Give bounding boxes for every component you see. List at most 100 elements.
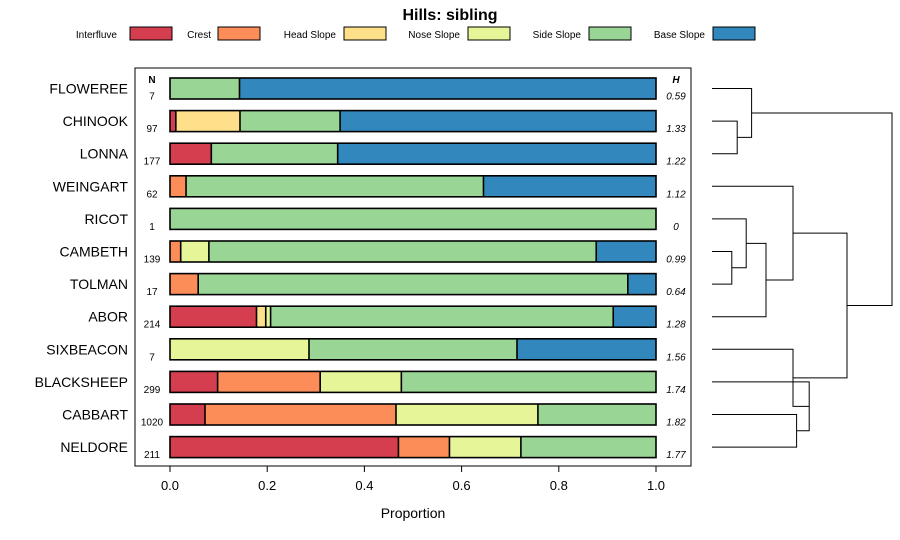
n-value: 299 [144,385,161,396]
row-label: RICOT [84,211,128,227]
bar-segment-head-slope [256,306,266,328]
bar-outline [169,175,657,198]
h-value: 1.22 [666,157,686,168]
n-value: 7 [149,92,155,103]
row-label: NELDORE [60,439,128,455]
bar-segment-nose-slope [180,241,209,262]
bar-segment-base-slope [596,241,656,262]
n-value: 97 [146,124,158,135]
h-value: 1.74 [666,385,686,396]
h-value: 1.77 [666,450,686,461]
row-neldore: NELDORE 211 1.77 [60,435,686,461]
row-label: FLOWEREE [49,81,128,97]
x-axis: 0.0 0.2 0.4 0.6 0.8 1.0 [161,466,665,493]
bar-segment-interfluve [170,110,176,132]
row-tolman: TOLMAN 17 0.64 [70,272,686,298]
h-value: 1.82 [666,418,686,429]
h-value: 0.64 [666,287,686,298]
dendrogram-link-m10 [793,232,848,379]
row-cabbart: CABBART 1020 1.82 [62,403,686,429]
legend-swatch-base-slope [712,26,756,41]
dendrogram-link-m11 [751,112,893,306]
row-lonna: LONNA 177 1.22 [80,142,686,168]
row-label: SIXBEACON [46,341,128,357]
h-value: 0.59 [666,92,686,103]
x-tick-label: 0.8 [550,478,568,493]
dendrogram-link-m5 [712,242,767,318]
h-value: 1.56 [666,352,686,363]
bar-segment-interfluve [170,404,205,425]
plot-panel [134,67,692,467]
n-value: 1 [149,222,155,233]
bar-segment-side-slope [186,175,484,197]
bar-segment-side-slope [170,208,656,230]
n-value: 17 [146,287,158,298]
legend-swatch-nose-slope [467,26,511,41]
n-value: 214 [144,320,161,331]
x-tick-label: 0.4 [355,478,373,493]
bar-segment-crest [204,404,396,425]
h-value: 0 [673,222,679,233]
x-tick-label: 1.0 [647,478,665,493]
bar-segment-crest [217,371,321,393]
bar-segment-nose-slope [395,404,538,425]
bar-segment-nose-slope [170,338,309,360]
bar-segment-head-slope [175,110,240,132]
bar-segment-side-slope [211,143,338,165]
n-value: 1020 [141,418,164,429]
bar-segment-side-slope [308,338,518,360]
bar-segment-side-slope [208,241,597,262]
dendrogram [712,88,893,448]
legend-swatch-side-slope [588,26,632,41]
row-label: ABOR [88,309,128,325]
bar-segment-nose-slope [265,306,271,328]
bar-segment-interfluve [170,436,399,458]
bar-segment-crest [170,273,199,295]
row-abor: ABOR 214 1.28 [88,305,686,331]
bar-segment-base-slope [613,306,656,328]
x-tick-label: 0.2 [258,478,276,493]
legend-label-base-slope: Base Slope [654,30,706,41]
row-cambeth: CAMBETH 139 0.99 [60,240,686,266]
n-value: 62 [146,189,158,200]
bar-segment-interfluve [170,306,257,328]
bar-segment-interfluve [170,143,212,165]
bar-segment-nose-slope [449,436,521,458]
x-tick-label: 0.6 [453,478,471,493]
bar-segment-crest [398,436,450,458]
bar-outline [169,207,657,231]
row-sixbeacon: SIXBEACON 7 1.56 [46,337,686,363]
row-blacksheep: BLACKSHEEP 299 1.74 [35,370,686,396]
x-tick-label: 0.0 [161,478,179,493]
bar-outline [169,142,657,165]
row-weingart: WEINGART 62 1.12 [53,175,686,200]
dendrogram-link-m1 [712,120,738,155]
bar-segment-base-slope [239,78,657,99]
bar-outline [169,272,657,296]
n-value: 211 [144,450,160,461]
n-value: 7 [149,352,155,363]
bar-segment-side-slope [520,436,656,458]
h-value: 0.99 [666,255,686,266]
row-label: CHINOOK [63,113,129,129]
row-chinook: CHINOOK 97 1.33 [63,109,686,135]
h-header: H [672,75,680,86]
bar-segment-side-slope [239,110,341,132]
row-label: BLACKSHEEP [35,374,128,390]
n-value: 139 [144,255,161,266]
legend-label-interfluve: Interfluve [76,30,118,41]
bar-outline [169,77,657,100]
bar-segment-crest [170,175,187,197]
bar-segment-base-slope [627,273,656,295]
legend-swatch-crest [217,26,261,41]
bar-segment-base-slope [483,175,656,197]
legend-swatch-head-slope [343,26,387,41]
bar-segment-side-slope [270,306,614,328]
bar-outline [169,109,657,133]
row-label: LONNA [80,146,129,162]
h-value: 1.28 [666,320,686,331]
legend-label-head-slope: Head Slope [284,30,337,41]
n-value: 177 [144,157,161,168]
